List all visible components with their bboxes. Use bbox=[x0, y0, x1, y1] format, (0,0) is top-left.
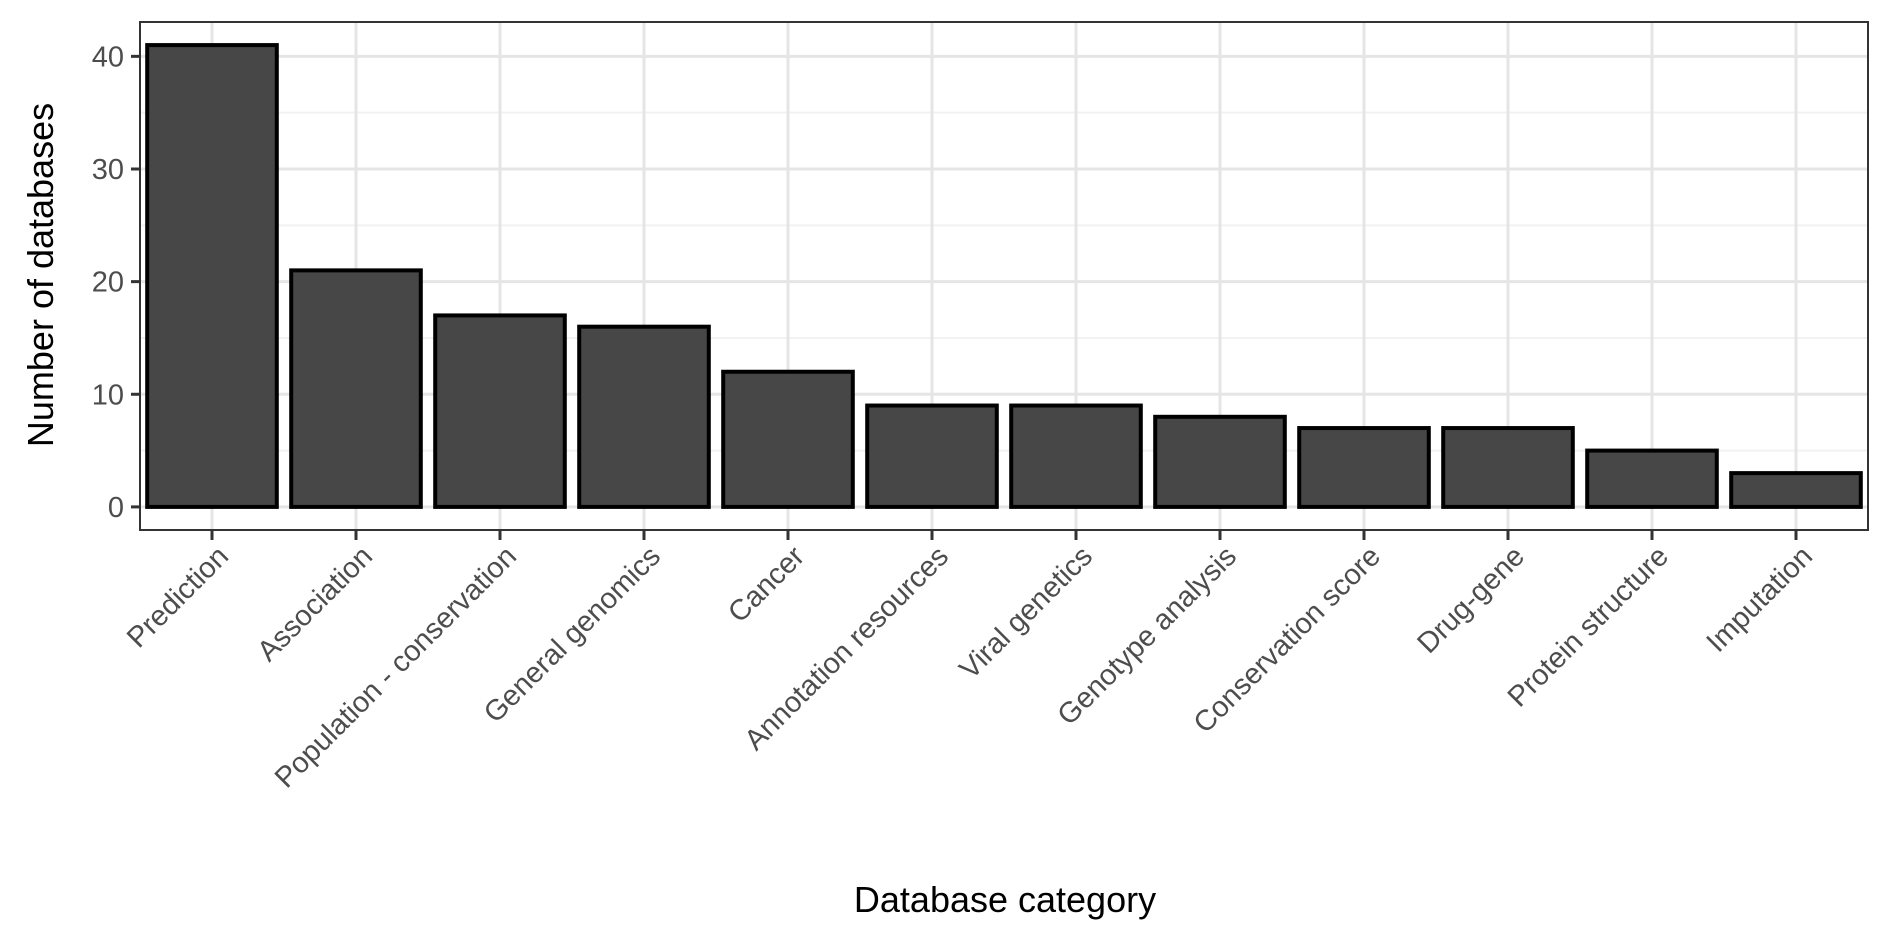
bar-population-conservation bbox=[433, 313, 567, 509]
bar-viral-genetics bbox=[1009, 403, 1143, 509]
y-tick-label: 20 bbox=[92, 267, 124, 299]
bar-imputation bbox=[1729, 471, 1863, 509]
y-tick-label: 10 bbox=[92, 379, 124, 411]
bar-conservation-score bbox=[1297, 426, 1431, 509]
bar-annotation-resources bbox=[865, 403, 999, 509]
y-axis-title: Number of databases bbox=[20, 103, 61, 447]
bar-protein-structure bbox=[1585, 448, 1719, 509]
y-tick-label: 40 bbox=[92, 41, 124, 73]
bars bbox=[145, 43, 1863, 509]
bar-association bbox=[289, 268, 423, 509]
bar-genotype-analysis bbox=[1153, 414, 1287, 509]
y-tick-label: 0 bbox=[108, 492, 124, 524]
bar-drug-gene bbox=[1441, 426, 1575, 509]
bar-cancer bbox=[721, 369, 855, 509]
y-tick-label: 30 bbox=[92, 154, 124, 186]
bar-general-genomics bbox=[577, 324, 711, 509]
panel-border bbox=[139, 21, 1869, 531]
bar-prediction bbox=[145, 43, 279, 509]
x-axis-title: Database category bbox=[854, 879, 1156, 920]
